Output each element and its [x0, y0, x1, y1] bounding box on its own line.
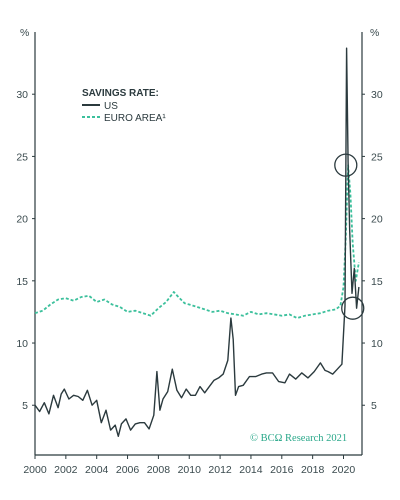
x-tick-label: 2018 — [301, 464, 325, 476]
series-euro-area-line — [34, 164, 360, 319]
highlight-circle-2 — [341, 296, 365, 320]
y-tick-label-left: 20 — [16, 214, 28, 226]
x-tick-label: 2012 — [208, 464, 232, 476]
y-tick-label-left: 25 — [16, 151, 28, 163]
y-tick-label-right: 20 — [371, 214, 383, 226]
x-tick-label: 2008 — [147, 464, 171, 476]
x-tick-label: 2010 — [178, 464, 202, 476]
x-tick-label: 2000 — [23, 464, 47, 476]
x-tick-label: 2020 — [332, 464, 356, 476]
y-tick-label-left: 30 — [16, 89, 28, 101]
y-unit-right: % — [370, 27, 379, 39]
series-us-line — [34, 47, 360, 437]
highlight-circle-1 — [334, 153, 358, 177]
annotation-layer — [334, 153, 365, 320]
y-unit-left: % — [20, 27, 29, 39]
y-tick-label-right: 25 — [371, 151, 383, 163]
y-tick-label-left: 15 — [16, 276, 28, 288]
legend-label-euro: EURO AREA¹ — [104, 113, 166, 124]
y-tick-label-right: 30 — [371, 89, 383, 101]
x-tick-label: 2006 — [116, 464, 140, 476]
y-tick-label-right: 15 — [371, 276, 383, 288]
y-tick-label-left: 5 — [22, 400, 28, 412]
y-tick-label-right: 10 — [371, 338, 383, 350]
series-layer — [34, 47, 360, 437]
x-tick-label: 2004 — [85, 464, 109, 476]
legend: SAVINGS RATE: US EURO AREA¹ — [82, 88, 166, 124]
legend-label-us: US — [104, 101, 118, 112]
source-credit: © BCΩ Research 2021 — [250, 433, 347, 444]
x-tick-label: 2016 — [270, 464, 294, 476]
x-tick-label: 2002 — [54, 464, 78, 476]
y-tick-label-right: 5 — [371, 400, 377, 412]
legend-title: SAVINGS RATE: — [82, 88, 159, 99]
y-tick-label-left: 10 — [16, 338, 28, 350]
x-tick-label: 2014 — [239, 464, 263, 476]
